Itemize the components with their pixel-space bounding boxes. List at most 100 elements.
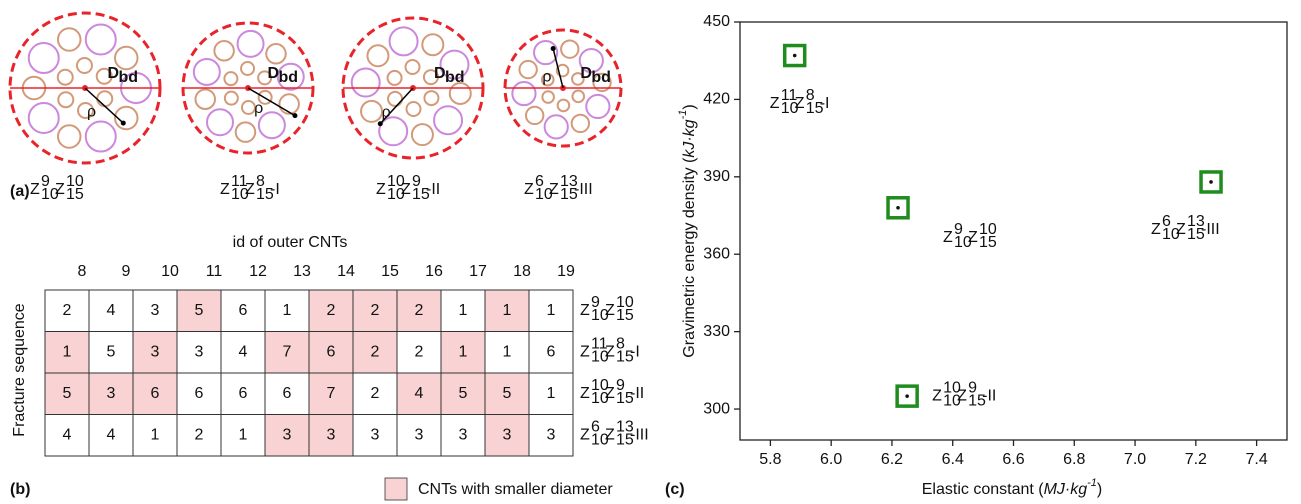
sample-base: Z xyxy=(605,302,615,319)
arrow-head xyxy=(120,120,126,126)
diameter-sub: bd xyxy=(119,69,139,86)
radius-arrow xyxy=(84,87,124,124)
inner-cnt xyxy=(556,98,571,113)
y-tick-label: 300 xyxy=(703,400,730,417)
diameter-sub: bd xyxy=(591,69,611,86)
table-cell xyxy=(528,372,574,415)
column-label: 16 xyxy=(425,263,443,280)
table-cell xyxy=(528,289,574,332)
sample-sub: 10 xyxy=(591,348,609,365)
sample-suffix: -III xyxy=(1201,221,1220,238)
sample-sub: 15 xyxy=(1187,226,1205,243)
sample-sup: 9 xyxy=(968,379,977,396)
table-cell xyxy=(220,372,266,415)
sample-suffix: -II xyxy=(982,387,996,404)
sample-sup: 10 xyxy=(387,173,405,190)
inner-cnt xyxy=(257,70,273,86)
outer-cnt xyxy=(410,123,434,147)
sample-sup: 11 xyxy=(231,173,248,190)
outer-cnt xyxy=(84,120,117,153)
y-axis-label: Gravimetric energy density (kJ·kg-1) xyxy=(677,104,698,357)
outer-cnt xyxy=(560,39,580,59)
cell-value: 6 xyxy=(239,302,248,319)
cell-value: 3 xyxy=(151,302,160,319)
diameter-sub: bd xyxy=(279,69,299,86)
table-cell xyxy=(396,372,442,415)
sample-base: Z xyxy=(968,229,978,246)
cell-value: 4 xyxy=(63,426,72,443)
axis-label-text: ) xyxy=(1097,481,1102,498)
cell-value: 3 xyxy=(459,426,468,443)
cell-value: 7 xyxy=(283,343,292,360)
sample-sup: 9 xyxy=(41,173,50,190)
column-label: 8 xyxy=(78,263,87,280)
sample-suffix: -III xyxy=(630,426,649,443)
x-tick-label: 6.8 xyxy=(1063,451,1085,468)
sample-base: Z xyxy=(795,95,805,112)
outer-cnt xyxy=(236,29,265,58)
sample-base: Z xyxy=(1151,221,1161,238)
axis-label: Gravimetric energy density (kJ·kg-1) xyxy=(677,104,698,357)
sample-sup: 10 xyxy=(66,173,84,190)
radius-arrow xyxy=(552,48,564,89)
outer-cnt xyxy=(543,114,569,140)
outer-cnt xyxy=(234,121,257,143)
sample-sup: 8 xyxy=(256,173,265,190)
panel-label: (b) xyxy=(10,481,30,498)
cell-value: 2 xyxy=(63,302,72,319)
outer-cnt xyxy=(84,23,117,56)
cell-value: 3 xyxy=(415,426,424,443)
outer-cnt xyxy=(206,108,235,137)
inner-cnt xyxy=(541,90,555,104)
outer-cnt xyxy=(388,26,419,57)
cell-value: 6 xyxy=(151,385,160,402)
outer-cnt xyxy=(578,47,604,74)
sample-sub: 10 xyxy=(943,392,961,409)
outer-cnt xyxy=(114,45,139,71)
legend-label: CNTs with smaller diameter xyxy=(418,481,613,498)
table-cell xyxy=(88,331,134,374)
inner-cnt xyxy=(540,72,555,87)
table-cell xyxy=(528,331,574,374)
radius-symbol: ρ xyxy=(382,104,391,121)
table-cell xyxy=(176,372,222,415)
column-label: 9 xyxy=(122,263,131,280)
sample-suffix: -III xyxy=(574,181,593,198)
sample-sup: 13 xyxy=(560,173,578,190)
outer-cnt xyxy=(585,93,611,120)
inner-cnt xyxy=(96,90,114,108)
axis-label-exp: -1 xyxy=(1087,477,1097,489)
axis-label-text: ) xyxy=(681,104,698,109)
cell-value: 5 xyxy=(503,385,512,402)
radius-arrow xyxy=(379,87,414,125)
cell-value: 3 xyxy=(283,426,292,443)
outer-cnt xyxy=(278,93,300,115)
sample-sup: 11 xyxy=(781,87,798,104)
table-cell xyxy=(88,372,134,415)
table-cell xyxy=(308,331,354,374)
table-cell xyxy=(352,331,398,374)
cell-value: 3 xyxy=(371,426,380,443)
cell-value: 5 xyxy=(107,343,116,360)
outer-cnt xyxy=(448,81,472,105)
sample-base: Z xyxy=(580,302,590,319)
inner-cnt xyxy=(404,59,421,76)
sample-base: Z xyxy=(30,181,40,198)
sample-sup: 6 xyxy=(535,173,544,190)
panel-label: (a) xyxy=(10,183,30,200)
sample-sup: 10 xyxy=(591,377,609,394)
cell-value: 2 xyxy=(415,302,424,319)
sample-sup: 6 xyxy=(591,418,600,435)
cell-value: 2 xyxy=(195,426,204,443)
inner-cnt xyxy=(405,100,422,117)
marker xyxy=(782,43,807,68)
sample-base: Z xyxy=(932,387,942,404)
inner-cnt xyxy=(423,90,440,107)
sample-sub: 10 xyxy=(387,186,405,203)
sample-sub: 15 xyxy=(66,186,84,203)
column-label: 15 xyxy=(381,263,399,280)
outer-cnt xyxy=(56,27,82,52)
column-label: 10 xyxy=(161,263,179,280)
sample-base: Z xyxy=(549,181,559,198)
sample-base: Z xyxy=(1176,221,1186,238)
